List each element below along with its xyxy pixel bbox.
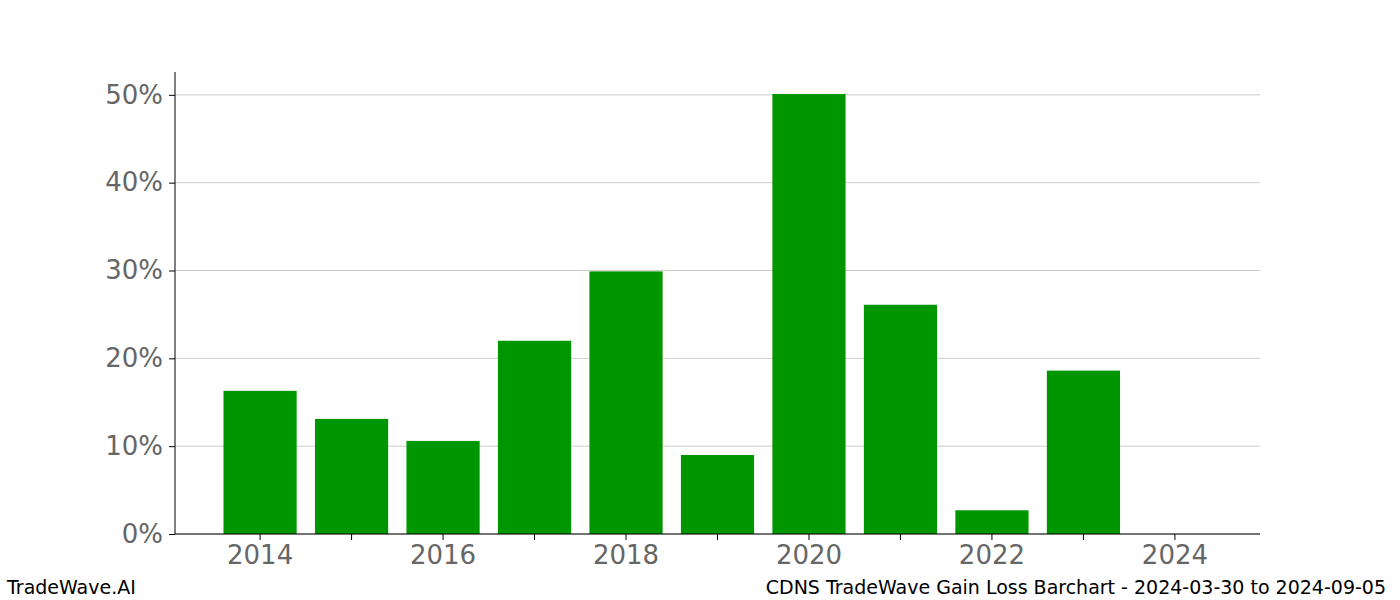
bar (1047, 371, 1120, 534)
x-tick: 2022 (959, 534, 1025, 570)
bar (772, 94, 845, 534)
x-tick (900, 534, 901, 540)
bar (589, 271, 662, 534)
y-tick-label: 40% (105, 167, 163, 197)
y-tick: 20% (105, 343, 175, 373)
y-tick: 30% (105, 255, 175, 285)
x-tick (534, 534, 535, 540)
x-tick: 2018 (593, 534, 659, 570)
x-tick-mark (626, 534, 627, 540)
y-tick-label: 50% (105, 80, 163, 110)
bar (406, 441, 479, 534)
y-tick-mark (169, 271, 175, 272)
grid-line (175, 358, 1260, 359)
x-tick: 2020 (776, 534, 842, 570)
y-tick-mark (169, 358, 175, 359)
x-tick-mark (1174, 534, 1175, 540)
x-tick (351, 534, 352, 540)
x-tick (1083, 534, 1084, 540)
x-axis: 2014 2016 2018 2020 2022 2024 (175, 534, 1260, 570)
x-tick-label: 2014 (227, 540, 293, 570)
y-tick-label: 30% (105, 255, 163, 285)
grid-line (175, 270, 1260, 271)
y-tick-label: 10% (105, 431, 163, 461)
y-tick-label: 0% (122, 519, 163, 549)
y-tick-mark (169, 534, 175, 535)
y-tick: 40% (105, 167, 175, 197)
x-tick-label: 2020 (776, 540, 842, 570)
bar (681, 455, 754, 534)
grid-line (175, 182, 1260, 183)
x-tick-mark (534, 534, 535, 540)
x-tick-mark (991, 534, 992, 540)
x-tick-label: 2016 (410, 540, 476, 570)
bar (864, 305, 937, 534)
x-tick-mark (351, 534, 352, 540)
x-tick: 2016 (410, 534, 476, 570)
x-tick-mark (808, 534, 809, 540)
chart: 0% 10% 20% 30% 40% 50% 2014 2016 2018 2020 2022 202… (0, 0, 1400, 600)
y-tick-mark (169, 95, 175, 96)
x-tick: 2024 (1142, 534, 1208, 570)
y-tick: 0% (122, 519, 175, 549)
title: CDNS TradeWave Gain Loss Barchart - 2024… (766, 576, 1386, 598)
x-tick: 2014 (227, 534, 293, 570)
watermark: TradeWave.AI (6, 576, 136, 598)
x-tick-mark (717, 534, 718, 540)
bar (223, 391, 296, 534)
y-tick-label: 20% (105, 343, 163, 373)
bar (315, 419, 388, 534)
y-axis-line (175, 72, 176, 534)
bars (223, 94, 1120, 534)
x-tick-mark (443, 534, 444, 540)
grid-line (175, 94, 1260, 95)
y-axis: 0% 10% 20% 30% 40% 50% (105, 72, 175, 549)
x-tick-label: 2024 (1142, 540, 1208, 570)
x-tick-mark (900, 534, 901, 540)
grid (175, 95, 1260, 534)
y-tick-mark (169, 183, 175, 184)
y-tick-mark (169, 446, 175, 447)
x-tick-label: 2022 (959, 540, 1025, 570)
y-tick: 50% (105, 80, 175, 110)
x-tick-label: 2018 (593, 540, 659, 570)
bar (955, 510, 1028, 534)
bar (498, 341, 571, 534)
x-tick-mark (260, 534, 261, 540)
x-tick (717, 534, 718, 540)
x-tick-mark (1083, 534, 1084, 540)
y-tick: 10% (105, 431, 175, 461)
